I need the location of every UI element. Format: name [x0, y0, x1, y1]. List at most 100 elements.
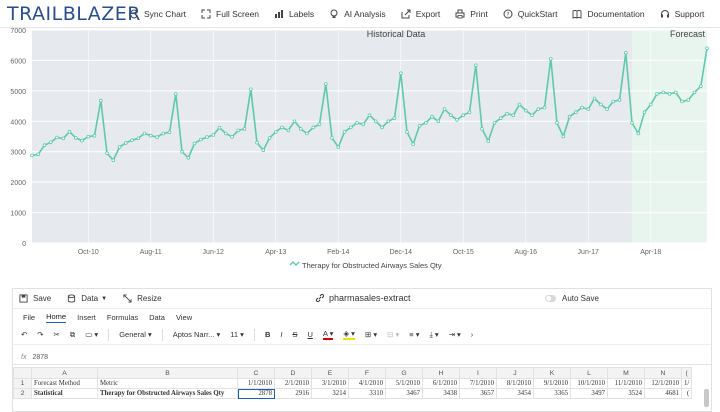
data-point[interactable] [242, 127, 247, 131]
data-point[interactable] [567, 114, 572, 119]
data-point[interactable] [623, 50, 628, 55]
data-point[interactable] [398, 71, 403, 75]
data-point[interactable] [517, 102, 522, 107]
data-point[interactable] [511, 113, 516, 117]
toggle-switch[interactable] [545, 295, 556, 302]
full-screen-button[interactable]: Full Screen [201, 9, 259, 19]
data-point[interactable] [423, 121, 428, 125]
data-point[interactable] [192, 141, 197, 146]
data-point[interactable] [436, 119, 441, 124]
vertical-scrollbar[interactable] [704, 389, 709, 407]
data-point[interactable] [74, 136, 78, 140]
data-point[interactable] [186, 156, 191, 160]
number-format-select[interactable]: General ▾ [119, 330, 152, 339]
data-point[interactable] [405, 130, 409, 134]
underline-icon[interactable]: U [307, 330, 313, 339]
data-point[interactable] [667, 92, 672, 96]
data-point[interactable] [298, 127, 303, 131]
sheet-cell[interactable]: 3657 [459, 388, 497, 399]
data-point[interactable] [636, 131, 641, 136]
data-point[interactable] [130, 138, 134, 142]
data-point[interactable] [417, 124, 422, 128]
column-header[interactable]: D [274, 367, 312, 379]
data-point[interactable] [211, 133, 216, 137]
font-size-select[interactable]: 11 ▾ [230, 330, 244, 339]
data-point[interactable] [286, 128, 291, 133]
data-point[interactable] [705, 46, 709, 51]
data-point[interactable] [598, 102, 603, 107]
sheet-cell[interactable]: 2/1/2010 [274, 378, 312, 389]
sheet-cell[interactable]: 10/1/2010 [570, 378, 608, 389]
data-point[interactable] [642, 110, 647, 114]
sheet-cell[interactable]: 3214 [311, 388, 349, 399]
sheet-cell[interactable]: 7/1/2010 [459, 378, 497, 389]
data-point[interactable] [361, 122, 366, 127]
data-point[interactable] [648, 102, 653, 107]
sheet-cell[interactable]: 3467 [385, 388, 423, 399]
data-point[interactable] [617, 98, 622, 102]
data-point[interactable] [230, 135, 234, 139]
data-point[interactable] [142, 131, 147, 136]
data-point[interactable] [342, 130, 347, 134]
sheet-cell[interactable]: 3438 [422, 388, 460, 399]
column-header[interactable]: L [570, 367, 608, 379]
data-point[interactable] [149, 133, 153, 138]
sheet-cell[interactable]: 3/1/2010 [311, 378, 349, 389]
font-color-icon[interactable]: A ▾ [322, 329, 334, 340]
data-point[interactable] [267, 136, 272, 140]
formula-input[interactable]: 2878 [32, 354, 49, 361]
menu-file[interactable]: File [23, 312, 36, 322]
sheet-cell[interactable]: 11/1/2010 [607, 378, 645, 389]
data-point[interactable] [523, 108, 528, 113]
data-point[interactable] [92, 134, 97, 138]
data-point[interactable] [530, 113, 534, 117]
data-point[interactable] [174, 92, 178, 96]
sync-chart-button[interactable]: Sync Chart [129, 9, 186, 19]
column-header[interactable]: E [311, 367, 349, 379]
data-point[interactable] [442, 107, 447, 111]
data-point[interactable] [86, 134, 91, 139]
data-point[interactable] [555, 121, 559, 125]
data-point[interactable] [448, 113, 453, 117]
sheet-cell[interactable]: 2916 [274, 388, 312, 399]
data-point[interactable] [373, 119, 378, 124]
export-button[interactable]: Export [401, 9, 440, 19]
redo-icon[interactable]: ↷ [37, 330, 44, 339]
data-point[interactable] [124, 141, 128, 145]
sheet-cell[interactable]: 8/1/2010 [496, 378, 534, 389]
sheet-cell[interactable]: 6/1/2010 [422, 378, 460, 389]
data-point[interactable] [573, 110, 578, 114]
labels-button[interactable]: Labels [274, 9, 314, 19]
sheet-cell[interactable]: 3497 [570, 388, 608, 399]
column-header[interactable]: K [533, 367, 571, 379]
data-point[interactable] [180, 149, 184, 154]
data-point[interactable] [311, 125, 316, 130]
column-header[interactable]: I [459, 367, 497, 379]
sheet-cell[interactable]: 9/1/2010 [533, 378, 571, 389]
align-icon[interactable]: ≡ ▾ [409, 330, 420, 339]
formula-bar[interactable]: fx 2878 [13, 351, 711, 365]
data-point[interactable] [105, 151, 109, 155]
data-point[interactable] [455, 118, 459, 122]
data-point[interactable] [392, 116, 397, 120]
save-button[interactable]: Save [19, 294, 51, 303]
sheet-cell[interactable]: 1/1/2010 [237, 378, 275, 389]
ribbon-next-icon[interactable]: › [470, 330, 474, 339]
column-header[interactable]: B [97, 367, 238, 379]
sheet-cell[interactable]: ( [680, 388, 693, 399]
data-point[interactable] [61, 136, 66, 141]
sheet-cell[interactable]: 3524 [607, 388, 645, 399]
data-point[interactable] [261, 148, 266, 152]
copy-icon[interactable]: ⧉ [69, 329, 76, 339]
data-point[interactable] [30, 153, 34, 158]
column-header[interactable]: G [385, 367, 423, 379]
sheet-cell[interactable]: 3365 [533, 388, 571, 399]
data-point[interactable] [330, 136, 334, 140]
cut-icon[interactable]: ✂ [53, 330, 60, 339]
sheet-cell[interactable]: Therapy for Obstructed Airways Sales Qty [97, 388, 238, 399]
data-point[interactable] [155, 135, 159, 139]
column-header[interactable] [13, 367, 32, 379]
data-menu-button[interactable]: Data ▼ [67, 294, 107, 303]
data-point[interactable] [236, 128, 241, 133]
data-point[interactable] [505, 111, 509, 116]
